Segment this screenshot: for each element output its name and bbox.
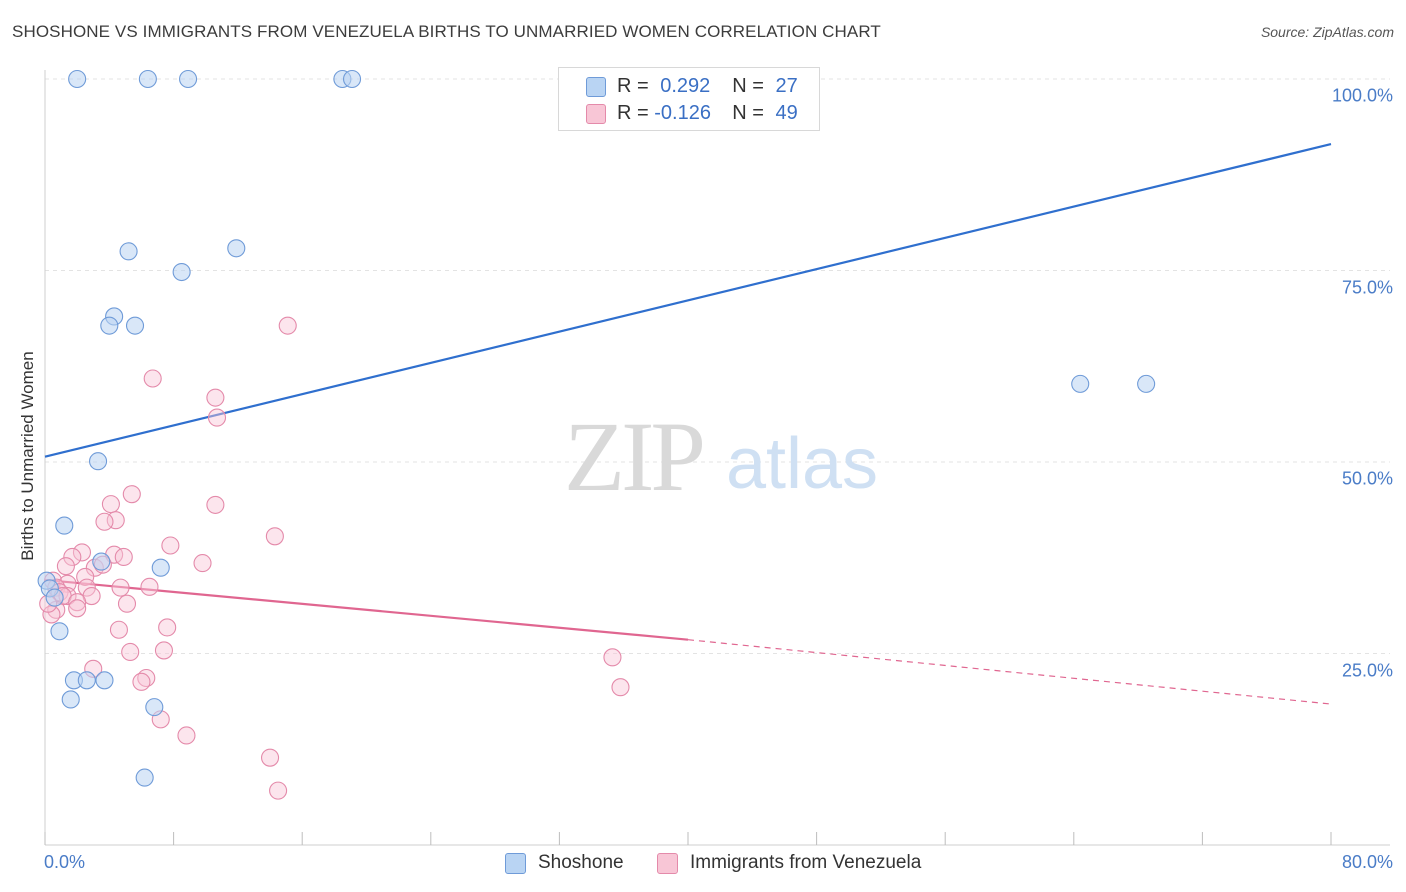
point-venezuela	[106, 511, 125, 530]
point-venezuela	[117, 594, 137, 613]
y-tick-label: 25.0%	[1341, 660, 1393, 680]
y-tick-label: 100.0%	[1331, 85, 1393, 106]
point-shoshone	[45, 588, 64, 607]
n-value: 49	[775, 101, 798, 124]
point-venezuela	[122, 485, 141, 504]
point-shoshone	[77, 671, 96, 690]
point-shoshone	[100, 316, 119, 335]
point-venezuela	[63, 547, 82, 567]
point-venezuela	[278, 316, 297, 335]
point-venezuela	[161, 536, 180, 555]
point-venezuela	[193, 554, 212, 573]
point-venezuela	[177, 726, 196, 745]
point-venezuela	[56, 557, 75, 576]
point-venezuela	[72, 543, 92, 562]
r-value: -0.126	[654, 101, 711, 124]
point-shoshone	[179, 69, 198, 89]
point-shoshone	[1071, 374, 1090, 393]
watermark-zip: ZIP	[564, 401, 702, 512]
y-tick-label: 75.0%	[1341, 277, 1393, 297]
point-shoshone	[61, 690, 80, 709]
x-tick-min: 0.0%	[44, 852, 86, 872]
y-tick-label: 50.0%	[1341, 468, 1393, 489]
point-venezuela	[269, 781, 288, 800]
legend-swatch-venezuela	[657, 852, 678, 874]
point-venezuela	[77, 578, 96, 597]
point-venezuela	[206, 388, 225, 407]
point-venezuela	[132, 672, 151, 691]
point-venezuela	[603, 648, 622, 667]
trend-line-shoshone	[44, 143, 1332, 458]
trend-line-venezuela	[44, 578, 689, 641]
point-venezuela	[206, 495, 225, 514]
point-shoshone	[68, 69, 87, 89]
point-shoshone	[119, 242, 138, 261]
watermark: ZIP atlas	[564, 401, 878, 512]
n-value: 27	[775, 74, 798, 97]
point-venezuela	[265, 527, 284, 546]
legend-item-venezuela: Immigrants from Venezuela	[657, 852, 921, 874]
point-venezuela	[68, 599, 87, 618]
point-shoshone	[55, 516, 74, 535]
point-shoshone	[342, 69, 362, 89]
legend-label-shoshone: Shoshone	[538, 852, 624, 873]
point-venezuela	[68, 593, 87, 612]
point-shoshone	[135, 768, 154, 787]
point-venezuela	[154, 641, 174, 660]
stats-legend: R = 0.292 N = 27 R = -0.126 N = 49	[558, 67, 820, 131]
point-venezuela	[611, 678, 630, 697]
watermark-atlas: atlas	[726, 424, 878, 504]
source-label: Source: ZipAtlas.com	[1260, 24, 1394, 40]
legend-row-venezuela: R = -0.126 N = 49	[617, 100, 798, 126]
legend-swatch-shoshone	[586, 77, 606, 97]
legend-item-shoshone: Shoshone	[505, 852, 624, 874]
point-venezuela	[121, 642, 140, 662]
point-venezuela	[140, 577, 159, 596]
trend-lines	[44, 143, 1332, 705]
point-venezuela	[111, 578, 130, 597]
legend-label-venezuela: Immigrants from Venezuela	[690, 852, 922, 873]
point-venezuela	[101, 495, 120, 514]
point-shoshone	[125, 316, 145, 335]
n-label: N =	[732, 74, 770, 97]
point-shoshone	[227, 239, 246, 258]
legend-swatch-venezuela	[586, 104, 606, 124]
axes	[44, 70, 1390, 846]
point-venezuela	[207, 408, 227, 427]
point-shoshone	[145, 698, 164, 717]
gridlines	[45, 78, 1390, 654]
point-shoshone	[151, 558, 170, 577]
data-points	[37, 69, 1156, 800]
n-label: N =	[732, 101, 770, 124]
point-shoshone	[95, 671, 114, 690]
point-venezuela	[95, 512, 114, 531]
point-shoshone	[88, 452, 108, 471]
chart-title: SHOSHONE VS IMMIGRANTS FROM VENEZUELA BI…	[12, 22, 881, 41]
point-venezuela	[260, 748, 280, 767]
point-venezuela	[158, 618, 177, 637]
r-label: R =	[617, 74, 655, 97]
point-shoshone	[138, 69, 157, 89]
r-value: 0.292	[660, 74, 711, 97]
r-label: R =	[617, 101, 655, 124]
trend-line-venezuela-extrapolated	[687, 639, 1332, 705]
point-venezuela	[109, 620, 128, 639]
x-tick-max: 80.0%	[1341, 852, 1393, 872]
point-shoshone	[1137, 374, 1156, 393]
legend-swatch-shoshone	[505, 852, 526, 874]
point-shoshone	[92, 552, 111, 571]
legend-row-shoshone: R = 0.292 N = 27	[617, 73, 798, 99]
point-venezuela	[114, 547, 133, 567]
point-venezuela	[143, 369, 162, 388]
point-shoshone	[50, 622, 69, 641]
point-shoshone	[172, 262, 191, 282]
